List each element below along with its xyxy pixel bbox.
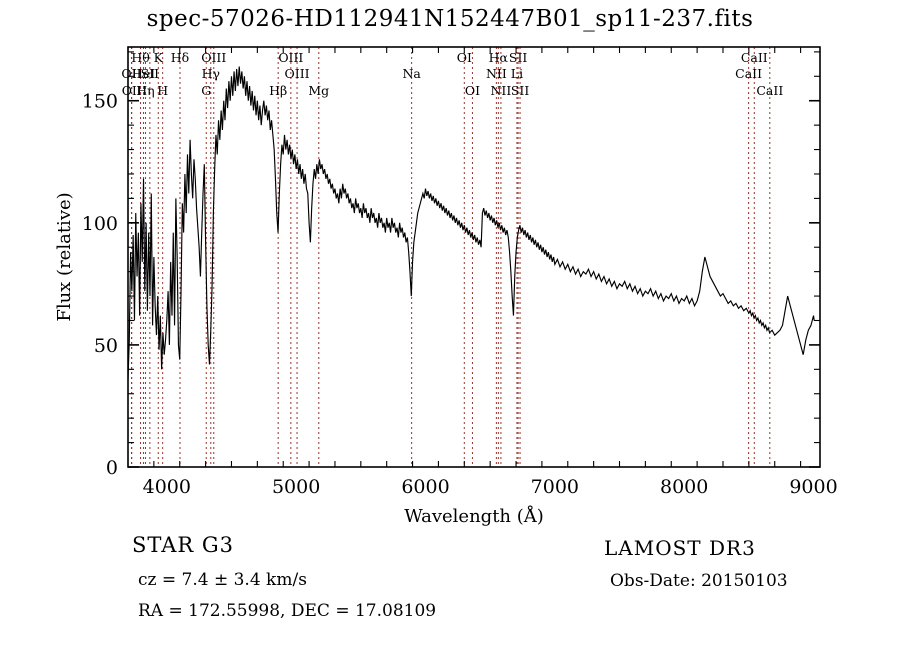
svg-text:OIII: OIII (278, 50, 303, 65)
x-axis-label: Wavelength (Å) (404, 505, 544, 527)
spectral-line-labels: OIIOIIHθHeIHηKSIIHHδHγGOIIIHβOIIIOIIIMgN… (121, 50, 783, 98)
svg-text:CaII: CaII (741, 50, 768, 65)
svg-text:HeI: HeI (132, 66, 155, 81)
spectral-line-markers (130, 47, 771, 467)
svg-text:Hβ: Hβ (269, 83, 287, 98)
y-tick-label: 100 (82, 213, 118, 235)
y-axis-label: Flux (relative) (54, 192, 75, 321)
svg-text:OI: OI (457, 50, 472, 65)
plot-frame (127, 46, 821, 468)
survey-name-text: LAMOST DR3 (604, 536, 756, 560)
page-title: spec-57026-HD112941N152447B01_sp11-237.f… (146, 6, 754, 32)
svg-text:Hη: Hη (136, 83, 154, 98)
svg-text:H: H (157, 83, 168, 98)
svg-text:Li: Li (511, 66, 523, 81)
svg-text:SII: SII (509, 50, 528, 65)
svg-text:CaII: CaII (756, 83, 783, 98)
svg-text:NII: NII (486, 66, 507, 81)
svg-text:Hα: Hα (489, 50, 509, 65)
redshift-text: cz = 7.4 ± 3.4 km/s (138, 570, 307, 590)
svg-text:OII: OII (121, 66, 141, 81)
obs-date-text: Obs-Date: 20150103 (610, 571, 788, 591)
svg-text:OIII: OIII (285, 66, 310, 81)
spectrum-trace (127, 66, 815, 380)
x-tick-label: 5000 (272, 476, 320, 498)
svg-text:K: K (154, 50, 164, 65)
svg-text:CaII: CaII (735, 66, 762, 81)
svg-text:Hδ: Hδ (171, 50, 189, 65)
coordinates-text: RA = 172.55998, DEC = 17.08109 (138, 601, 437, 621)
x-tick-label: 8000 (660, 476, 708, 498)
y-tick-label: 50 (94, 335, 118, 357)
x-axis-tick-labels: 4000 5000 6000 7000 8000 9000 (143, 476, 838, 498)
svg-text:Na: Na (402, 66, 421, 81)
svg-text:Hγ: Hγ (202, 66, 220, 81)
x-tick-label: 6000 (401, 476, 449, 498)
x-tick-label: 4000 (143, 476, 191, 498)
svg-text:G: G (201, 83, 211, 98)
svg-text:NII: NII (490, 83, 511, 98)
svg-text:Hθ: Hθ (131, 50, 149, 65)
svg-text:OII: OII (122, 83, 142, 98)
x-tick-label: 7000 (531, 476, 579, 498)
svg-text:OI: OI (465, 83, 480, 98)
star-class-text: STAR G3 (132, 533, 235, 557)
y-axis-tick-labels: 0 50 100 150 (82, 91, 118, 479)
x-tick-label: 9000 (789, 476, 837, 498)
svg-text:SII: SII (141, 66, 160, 81)
svg-text:Mg: Mg (308, 83, 329, 98)
svg-text:SII: SII (511, 83, 530, 98)
y-tick-label: 150 (82, 91, 118, 113)
svg-text:OIII: OIII (201, 50, 226, 65)
y-tick-label: 0 (106, 457, 118, 479)
